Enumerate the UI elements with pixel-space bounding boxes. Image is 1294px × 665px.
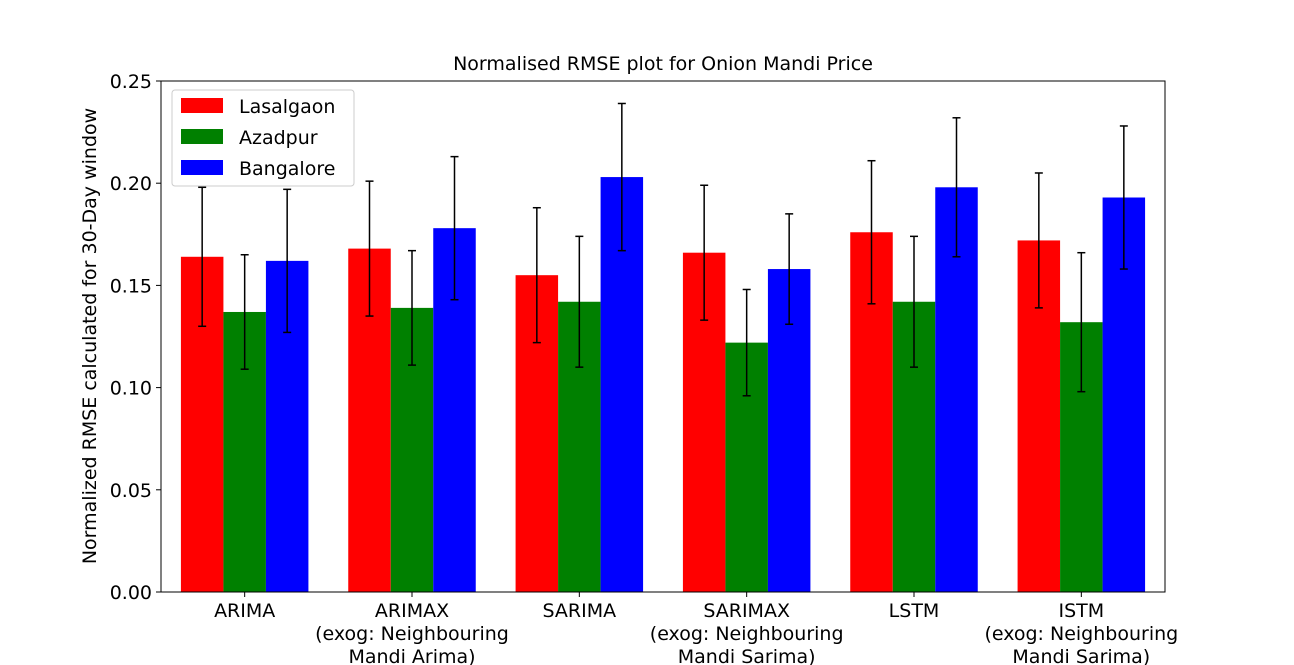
y-axis-label: Normalized RMSE calculated for 30-Day wi… <box>79 108 101 564</box>
error-bar-lasalgaon-4 <box>867 159 876 305</box>
y-tick-label: 0.15 <box>110 275 152 297</box>
error-bar-azadpur-5 <box>1077 251 1086 393</box>
error-bar-bangalore-5 <box>1119 125 1128 270</box>
legend-label-azadpur: Azadpur <box>239 127 318 149</box>
y-tick-label: 0.00 <box>110 582 152 604</box>
legend-swatch-azadpur <box>181 129 223 144</box>
error-bar-bangalore-2 <box>617 102 626 252</box>
error-bar-azadpur-2 <box>575 235 584 368</box>
bars-layer <box>180 177 1146 593</box>
plot-frame <box>160 80 1166 593</box>
error-bar-bangalore-4 <box>952 117 961 258</box>
legend-label-lasalgaon: Lasalgaon <box>239 96 335 118</box>
error-bar-azadpur-1 <box>408 249 416 366</box>
y-tick-label: 0.25 <box>110 71 152 93</box>
error-bar-lasalgaon-1 <box>365 180 374 317</box>
error-bar-azadpur-4 <box>910 235 918 368</box>
error-bar-bangalore-0 <box>283 188 292 334</box>
x-ticks: ARIMA ARIMAX (exog: Neighbouring Mandi Arim… <box>214 592 1178 665</box>
chart-title: Normalised RMSE plot for Onion Mandi Pri… <box>453 53 873 75</box>
x-tick-label: LSTM <box>889 600 940 622</box>
x-tick-label: SARIMA <box>543 600 617 622</box>
x-tick-label: ARIMA <box>214 600 275 622</box>
x-tick-label: ARIMAX (exog: Neighbouring Mandi Arima) <box>315 600 509 665</box>
error-bar-lasalgaon-2 <box>532 206 541 344</box>
error-bar-lasalgaon-0 <box>198 186 207 328</box>
error-bar-lasalgaon-5 <box>1034 172 1043 309</box>
error-bar-lasalgaon-3 <box>700 184 709 321</box>
y-tick-label: 0.20 <box>110 173 152 195</box>
y-ticks: 0.00 0.05 0.10 0.15 0.20 0.25 <box>110 71 161 604</box>
x-tick-label: SARIMAX (exog: Neighbouring Mandi Sarima) <box>650 600 844 665</box>
errorbars-layer <box>198 102 1128 397</box>
y-tick-label: 0.10 <box>110 378 152 400</box>
legend: Lasalgaon Azadpur Bangalore <box>171 89 355 187</box>
y-tick-label: 0.05 <box>110 480 152 502</box>
legend-swatch-bangalore <box>181 160 223 175</box>
legend-swatch-lasalgaon <box>181 98 223 113</box>
error-bar-bangalore-3 <box>785 213 794 325</box>
x-tick-label: ISTM (exog: Neighbouring Mandi Sarima) <box>984 600 1178 665</box>
error-bar-bangalore-1 <box>450 155 459 301</box>
error-bar-azadpur-3 <box>742 288 751 397</box>
error-bar-azadpur-0 <box>240 253 249 370</box>
legend-label-bangalore: Bangalore <box>239 158 335 180</box>
